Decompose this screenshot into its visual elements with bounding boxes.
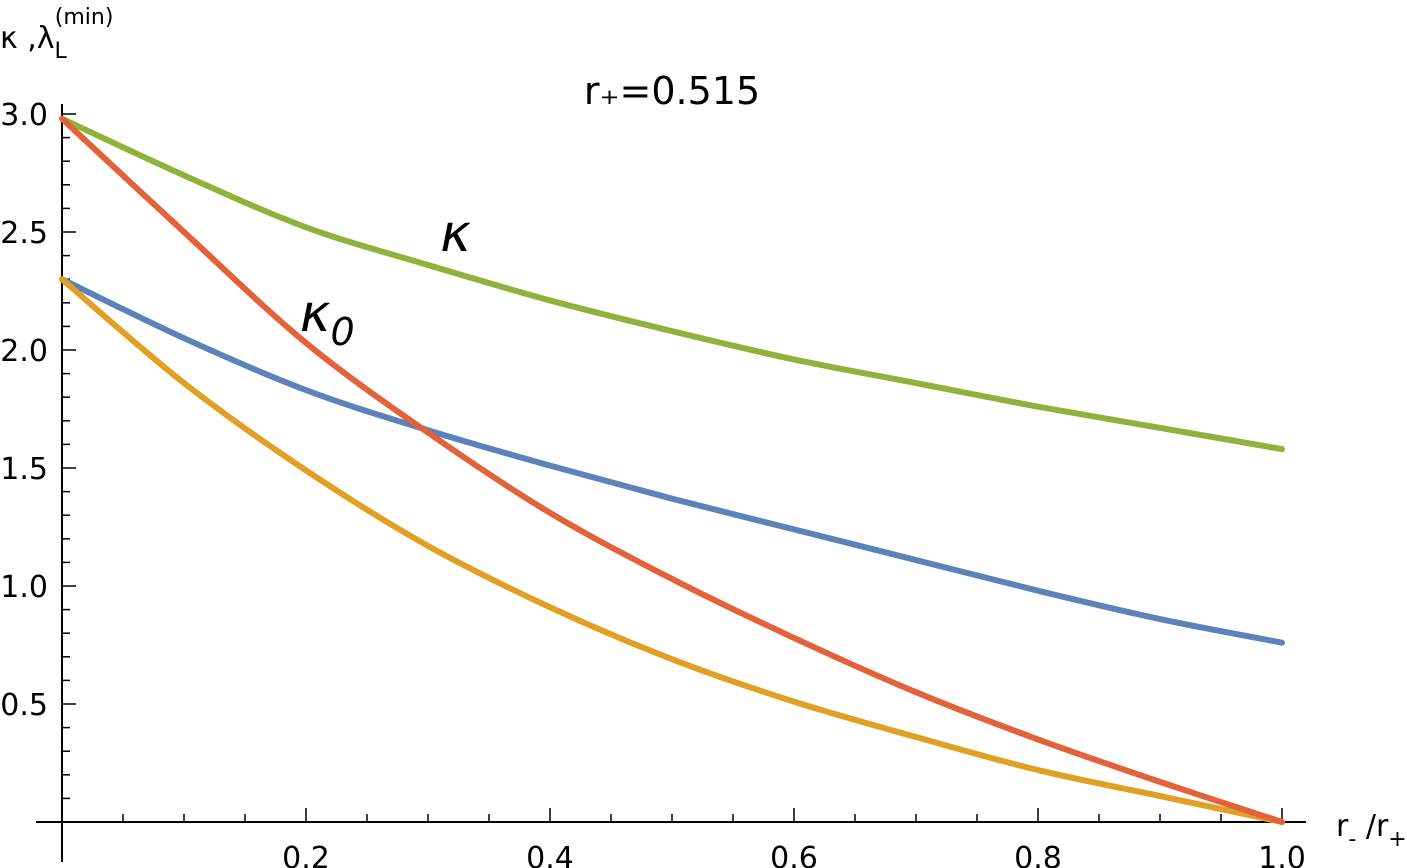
annotation-subscript: 0 bbox=[331, 310, 355, 354]
y-tick-label: 2.5 bbox=[0, 216, 48, 251]
kappa0-annotation: κ0 bbox=[300, 284, 355, 354]
series-blue-line bbox=[59, 276, 1285, 646]
annotation-symbol: κ bbox=[440, 204, 471, 264]
curve-labels: κκ0 bbox=[300, 204, 471, 354]
x-tick-label: 0.8 bbox=[1014, 841, 1062, 868]
x-axis-label-sep: / bbox=[1356, 809, 1377, 844]
y-tick-label: 1.5 bbox=[0, 452, 48, 487]
y-axis-label: κ ,λL (min) bbox=[0, 5, 113, 64]
x-tick-label: 1.0 bbox=[1258, 841, 1306, 868]
axes bbox=[36, 104, 1306, 862]
y-tick-label: 3.0 bbox=[0, 98, 48, 133]
y-tick-label: 1.0 bbox=[0, 570, 48, 605]
y-axis-label-sup: (min) bbox=[55, 5, 114, 30]
kappa-annotation: κ bbox=[440, 204, 471, 264]
x-tick-label: 0.4 bbox=[526, 841, 574, 868]
annotation-symbol: κ bbox=[300, 284, 331, 344]
y-tick-label: 2.0 bbox=[0, 334, 48, 369]
x-axis-label-base: r bbox=[1336, 809, 1349, 844]
y-axis-label-sub: L bbox=[55, 39, 68, 64]
series-kappa0-line bbox=[59, 115, 1285, 825]
x-tick-label: 0.2 bbox=[282, 841, 330, 868]
series-orange-line bbox=[59, 276, 1285, 825]
x-axis-label-base2: r bbox=[1376, 809, 1389, 844]
x-tick-label: 0.6 bbox=[770, 841, 818, 868]
chart-title: r₊=0.515 bbox=[584, 69, 760, 113]
x-axis-label-sub2: + bbox=[1388, 827, 1406, 852]
y-axis-label-base: κ ,λ bbox=[0, 21, 55, 56]
x-axis-label: r- /r+ bbox=[1336, 809, 1407, 852]
series-kappa-line bbox=[59, 115, 1285, 453]
x-axis-label-sub: - bbox=[1348, 827, 1356, 852]
y-tick-label: 0.5 bbox=[0, 688, 48, 723]
curves bbox=[59, 115, 1285, 825]
ticks: 0.2 0.4 0.6 0.8 1.0 0.5 1.0 1.5 2.0 2.5 3.0 bbox=[0, 98, 1306, 868]
